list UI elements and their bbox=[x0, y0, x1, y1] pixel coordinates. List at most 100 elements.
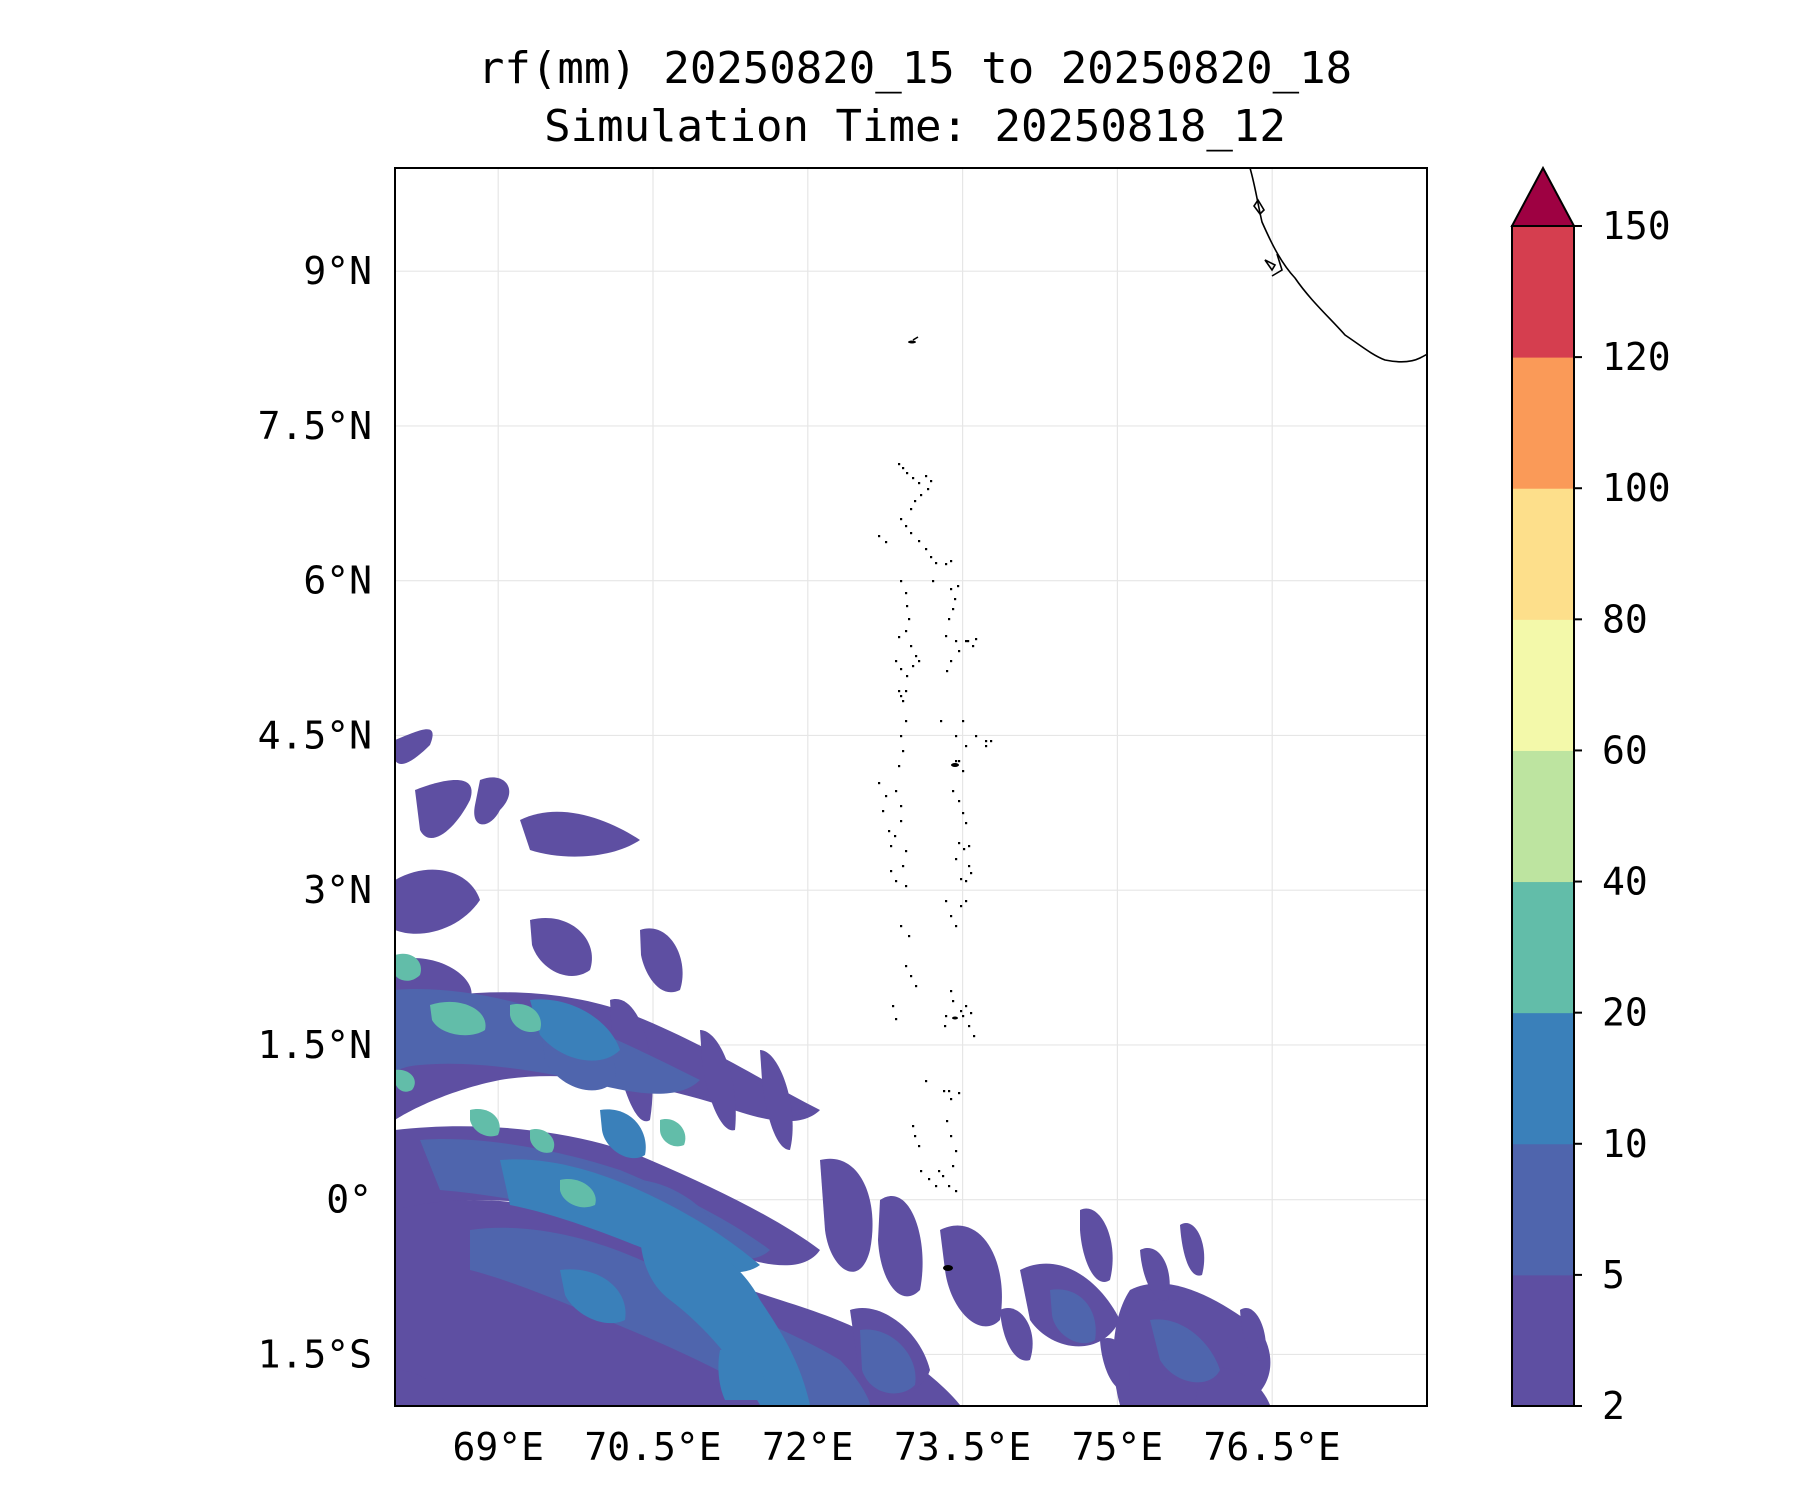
colorbar-segment bbox=[1512, 488, 1574, 620]
island-dot bbox=[902, 750, 905, 753]
island-dot bbox=[972, 645, 975, 648]
island-dot bbox=[973, 1035, 976, 1038]
island-dot bbox=[950, 915, 953, 918]
island-dot bbox=[950, 560, 953, 563]
island-dot bbox=[905, 965, 908, 968]
rain-band-20-40 bbox=[395, 953, 686, 1208]
island-dot bbox=[944, 1025, 947, 1028]
island-dot bbox=[895, 1018, 898, 1021]
island-dot bbox=[965, 745, 968, 748]
island-dot bbox=[955, 640, 958, 643]
island-dot bbox=[928, 1178, 931, 1181]
y-tick-label: 1.5°S bbox=[258, 1332, 372, 1376]
island-dot bbox=[948, 1185, 951, 1188]
island-dot bbox=[908, 935, 911, 938]
island-dot bbox=[885, 541, 888, 544]
island-dot bbox=[902, 865, 905, 868]
island-dot bbox=[970, 872, 973, 875]
island-dot bbox=[925, 1080, 928, 1083]
island-dot bbox=[895, 660, 898, 663]
island-dot bbox=[938, 1170, 941, 1173]
island-dot bbox=[955, 760, 958, 763]
island-dot bbox=[914, 1135, 917, 1138]
island-dot bbox=[918, 660, 921, 663]
y-tick-label: 4.5°N bbox=[258, 713, 372, 757]
island-dot bbox=[900, 820, 903, 823]
island-dot bbox=[985, 745, 988, 748]
colorbar-segment bbox=[1512, 881, 1574, 1014]
island-dot bbox=[894, 835, 897, 838]
island-dot bbox=[912, 1125, 915, 1128]
island-dot bbox=[918, 482, 921, 485]
island-dot bbox=[945, 1015, 948, 1018]
island-dot bbox=[912, 477, 915, 480]
x-tick-label: 73.5°E bbox=[894, 1425, 1031, 1469]
coastline bbox=[912, 168, 1427, 363]
y-tick-label: 0° bbox=[326, 1178, 372, 1222]
island-dot bbox=[963, 848, 966, 851]
y-tick-label: 9°N bbox=[303, 249, 372, 293]
island-dot bbox=[967, 640, 970, 643]
island-dot bbox=[955, 1190, 958, 1193]
island-dot bbox=[898, 463, 901, 466]
island-dot bbox=[906, 605, 909, 608]
colorbar-segment bbox=[1512, 1012, 1574, 1145]
colorbar-segment bbox=[1512, 357, 1574, 489]
island-dot bbox=[905, 850, 908, 853]
island-dot bbox=[895, 790, 898, 793]
island-dot bbox=[925, 548, 928, 551]
y-tick-label: 1.5°N bbox=[258, 1023, 372, 1067]
island-dot bbox=[962, 1015, 965, 1018]
island-dot bbox=[950, 1098, 953, 1101]
colorbar-frame bbox=[1511, 225, 1575, 1407]
island-dot bbox=[975, 735, 978, 738]
colorbar-segment bbox=[1512, 226, 1574, 358]
island-dot bbox=[952, 1000, 955, 1003]
island-dot bbox=[900, 580, 903, 583]
island-dot bbox=[927, 488, 930, 491]
island-dot bbox=[960, 1010, 963, 1013]
island-dot bbox=[946, 670, 949, 673]
island-dot bbox=[965, 1005, 968, 1008]
island-dot bbox=[965, 822, 968, 825]
island-dot bbox=[945, 563, 948, 566]
island-dot bbox=[985, 740, 988, 743]
island-dot bbox=[935, 562, 938, 565]
island-dot bbox=[958, 650, 961, 653]
island-dot bbox=[955, 858, 958, 861]
colorbar-extend-max bbox=[1510, 165, 1576, 227]
island-dot bbox=[932, 580, 935, 583]
island-dot bbox=[878, 535, 881, 538]
island-dot bbox=[955, 1150, 958, 1153]
island-dot bbox=[905, 592, 908, 595]
colorbar-tick-label: 2 bbox=[1602, 1384, 1625, 1428]
island-dot bbox=[915, 985, 918, 988]
island-dot bbox=[890, 845, 893, 848]
title-line-1: rf(mm) 20250820_15 to 20250820_18 bbox=[477, 43, 1353, 94]
island-dot bbox=[970, 1012, 973, 1015]
island-dot bbox=[940, 720, 943, 723]
colorbar-segment bbox=[1512, 1143, 1574, 1276]
island-dot bbox=[965, 640, 968, 643]
island-dot bbox=[905, 690, 908, 693]
island-dot bbox=[958, 760, 961, 763]
island-dot bbox=[908, 618, 911, 621]
colorbar-segment bbox=[1512, 619, 1574, 751]
title-line-2: Simulation Time: 20250818_12 bbox=[544, 101, 1286, 152]
island-dot bbox=[958, 1092, 961, 1095]
island-dot bbox=[952, 790, 955, 793]
island-dot bbox=[948, 618, 951, 621]
island-dot bbox=[898, 765, 901, 768]
island-dot bbox=[912, 665, 915, 668]
island-dot bbox=[930, 480, 933, 483]
colorbar-segment bbox=[1512, 1274, 1574, 1407]
island-atoll bbox=[943, 1265, 953, 1271]
island-dot bbox=[905, 720, 908, 723]
island-dot bbox=[952, 608, 955, 611]
island-dot bbox=[910, 975, 913, 978]
island-dot bbox=[920, 494, 923, 497]
x-tick-label: 75°E bbox=[1072, 1425, 1164, 1469]
island-dot bbox=[957, 585, 960, 588]
island-dot bbox=[935, 1185, 938, 1188]
